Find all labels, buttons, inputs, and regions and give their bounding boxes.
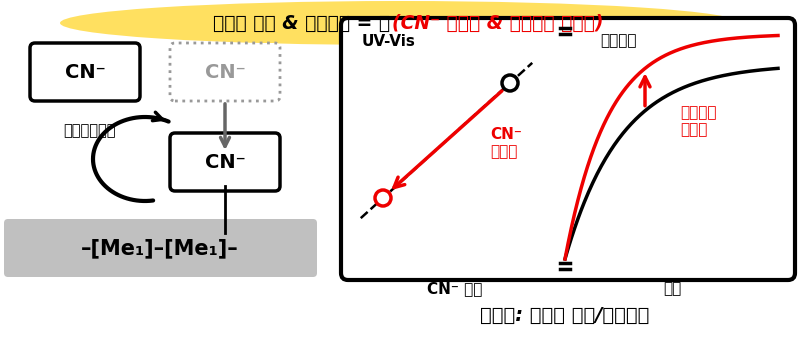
Text: 산소환원반응: 산소환원반응 (64, 123, 116, 138)
Text: CN⁻: CN⁻ (205, 62, 246, 81)
Text: 전위: 전위 (663, 282, 681, 297)
Text: –[Me₁]–[Me₁]–: –[Me₁]–[Me₁]– (81, 238, 239, 258)
Text: 전기화학: 전기화학 (600, 33, 637, 48)
Text: 범용성: 단원자 촉매/나노촉매: 범용성: 단원자 촉매/나노촉매 (480, 306, 650, 325)
Text: CN⁻ 농도: CN⁻ 농도 (427, 282, 482, 297)
Ellipse shape (60, 1, 740, 45)
Text: CN⁻
변화량: CN⁻ 변화량 (490, 127, 522, 159)
Text: CN⁻: CN⁻ (205, 152, 246, 172)
Text: 전류밀도
변화량: 전류밀도 변화량 (680, 105, 717, 137)
Text: (CN⁻ 변화량 & 전류밀도 변화량): (CN⁻ 변화량 & 전류밀도 변화량) (392, 14, 603, 32)
Circle shape (502, 75, 518, 91)
FancyBboxPatch shape (341, 18, 795, 280)
FancyBboxPatch shape (30, 43, 140, 101)
Text: CN⁻: CN⁻ (65, 62, 106, 81)
FancyBboxPatch shape (170, 133, 280, 191)
Text: UV-Vis: UV-Vis (362, 33, 416, 48)
FancyBboxPatch shape (170, 43, 280, 101)
FancyBboxPatch shape (4, 219, 317, 277)
Text: 활성점 밀도 & 전환빈도 = 𝑓: 활성점 밀도 & 전환빈도 = 𝑓 (213, 14, 390, 32)
Circle shape (375, 190, 391, 206)
